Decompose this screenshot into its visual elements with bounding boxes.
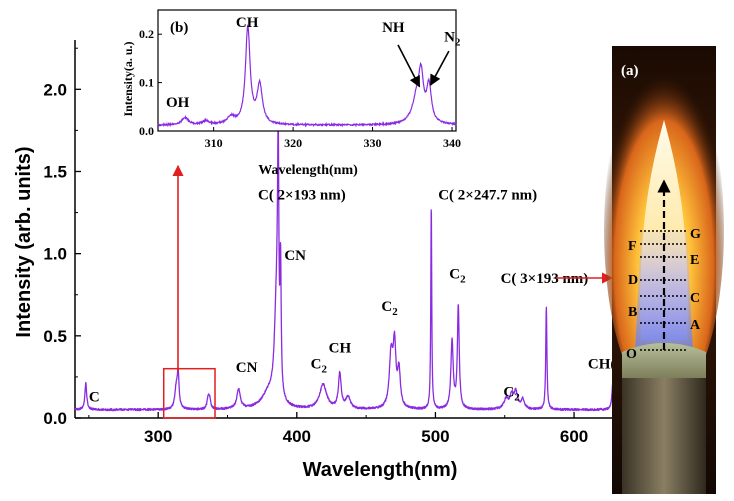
- main-spectrum-series: [74, 105, 661, 419]
- main-tick-labels: 300 400 500 600 0.0 0.5 1.0 1.5 2.0: [43, 80, 588, 446]
- inset-panel-label: (b): [170, 20, 188, 36]
- inset-region-highlight-box: [162, 367, 216, 419]
- main-annotation: C2: [449, 266, 466, 285]
- main-annotation: CN: [236, 360, 258, 376]
- inset-x-tick-label: 310: [205, 136, 223, 150]
- main-annotation: C2: [311, 357, 328, 376]
- burner-top: [622, 343, 706, 387]
- photo-label-o: O: [626, 347, 637, 362]
- inset-x-tick-label: 330: [364, 136, 382, 150]
- main-y-tick-label: 1.5: [43, 162, 67, 181]
- photo-label-c: C: [690, 291, 700, 306]
- main-y-tick-label: 1.0: [43, 245, 67, 264]
- main-x-tick-label: 600: [560, 427, 588, 446]
- inset-y-tick-label: 0.1: [139, 76, 154, 90]
- main-x-tick-label: 300: [144, 427, 172, 446]
- main-annotation: C( 2×193 nm): [258, 187, 346, 203]
- flame-photo: (a) F D B O G E C A: [604, 46, 724, 494]
- main-annotation: CH: [329, 340, 352, 356]
- inset-y-axis-title: Intensity(a. u.): [121, 41, 135, 116]
- photo-panel-label: (a): [621, 63, 639, 79]
- n2-pointer-arrow: [429, 50, 450, 87]
- inset-y-tick-label: 0.2: [139, 27, 154, 41]
- inset-x-tick-label: 340: [443, 136, 461, 150]
- main-annotation: CN: [284, 248, 306, 264]
- measurement-lines: [640, 230, 688, 351]
- photo-label-g: G: [690, 227, 701, 242]
- photo-label-d: D: [628, 273, 638, 288]
- main-y-tick-label: 0.5: [43, 327, 67, 346]
- main-x-tick-label: 500: [421, 427, 449, 446]
- main-annotation: C( 2×247.7 nm): [438, 187, 537, 203]
- photo-label-f: F: [628, 239, 637, 254]
- main-spectrum-line: [74, 105, 661, 412]
- inset-x-axis-title: Wavelength(nm): [258, 163, 358, 178]
- main-annotation: C2: [381, 299, 398, 318]
- photo-label-a: A: [690, 318, 701, 333]
- main-y-axis-title: Intensity (arb. units): [13, 146, 35, 337]
- main-annotation: C2: [503, 385, 520, 404]
- inset-annotation: OH: [166, 95, 190, 111]
- inset-annotation: CH: [236, 15, 259, 31]
- main-x-axis-title: Wavelength(nm): [303, 459, 458, 481]
- main-annotation: C: [89, 390, 100, 406]
- inset-x-tick-label: 320: [284, 136, 302, 150]
- main-y-tick-label: 2.0: [43, 80, 67, 99]
- main-x-tick-label: 400: [283, 427, 311, 446]
- inset-y-tick-label: 0.0: [139, 124, 154, 138]
- inset-annotation: NH: [382, 20, 405, 36]
- nh-pointer-arrow: [397, 44, 421, 88]
- inset-spectrum-line: [157, 23, 457, 128]
- inset-frame: [157, 9, 457, 132]
- photo-label-b: B: [628, 305, 637, 320]
- main-y-tick-label: 0.0: [43, 409, 67, 428]
- burner-body: [622, 378, 706, 494]
- photo-label-e: E: [690, 253, 699, 268]
- main-annotation: C( 3×193 nm): [501, 271, 589, 287]
